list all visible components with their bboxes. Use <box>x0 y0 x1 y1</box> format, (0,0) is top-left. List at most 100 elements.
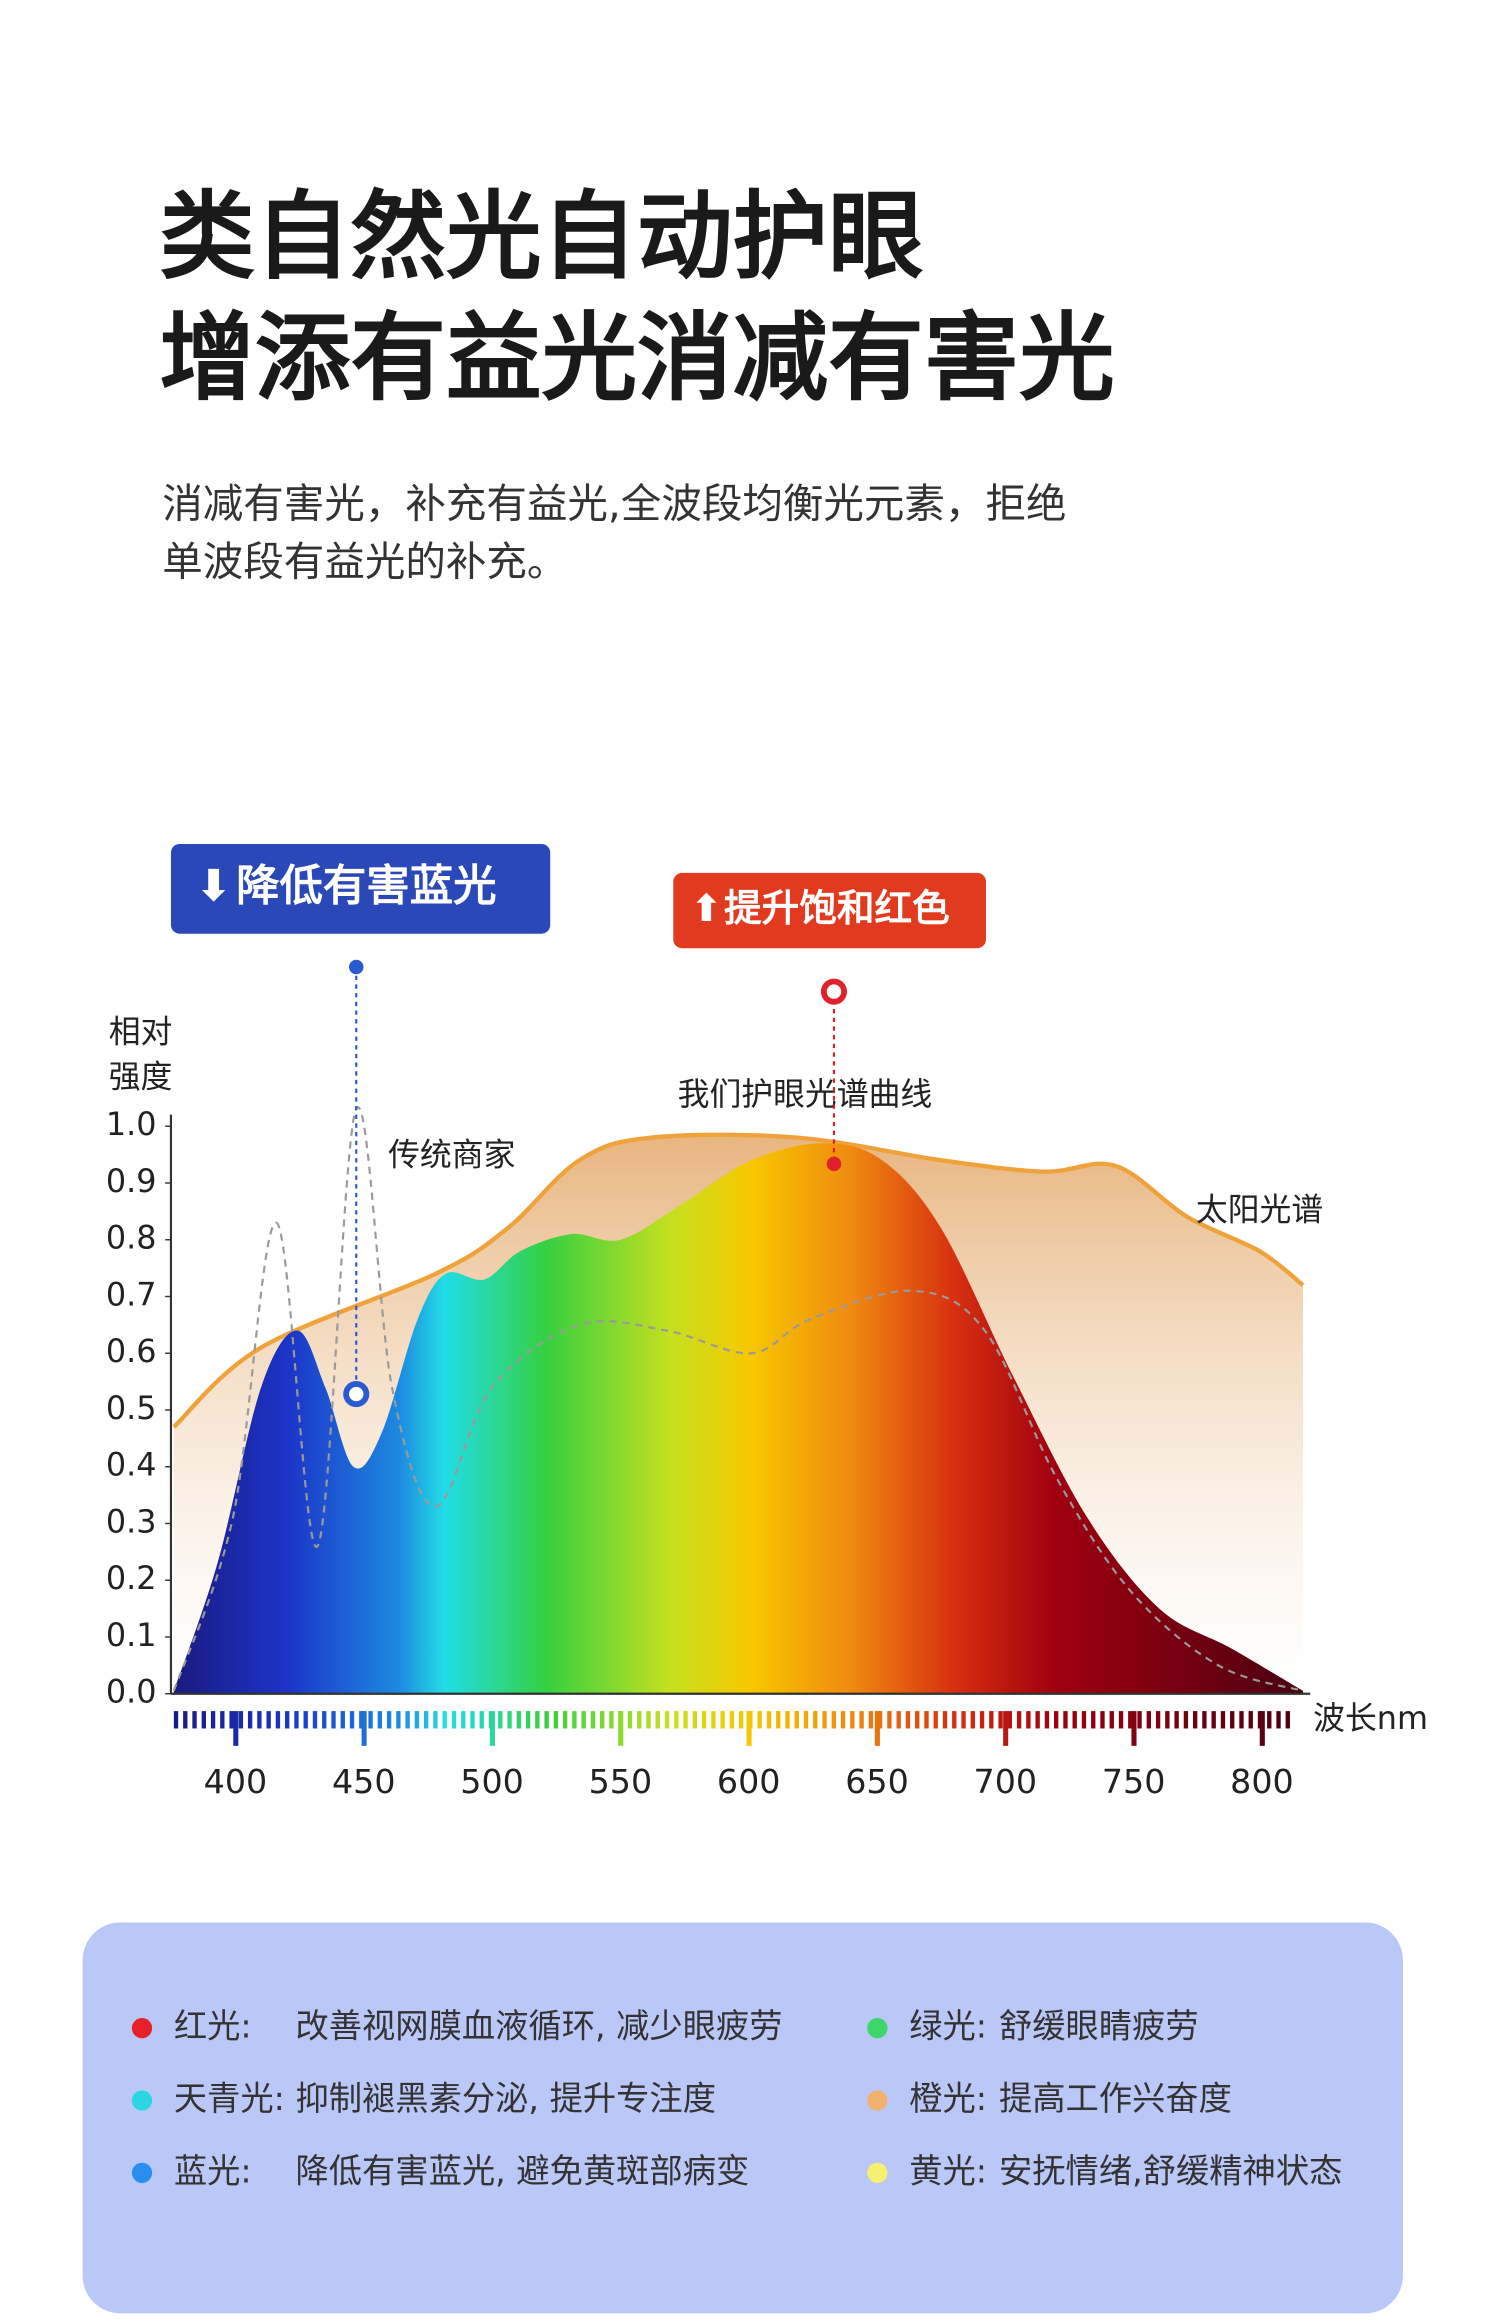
color-bar-tick <box>1174 1711 1179 1729</box>
series-label: 我们护眼光谱曲线 <box>678 1075 933 1113</box>
color-bar-tick <box>553 1711 559 1729</box>
legend-label: 天青光: <box>174 2079 285 2118</box>
y-axis-label: 相对 <box>109 1013 173 1051</box>
y-tick-label: 1.0 <box>106 1105 157 1143</box>
x-tick-label: 500 <box>460 1762 524 1801</box>
badge <box>170 843 551 934</box>
x-tick <box>489 1711 495 1746</box>
color-bar-tick <box>655 1711 660 1729</box>
x-tick <box>1131 1711 1137 1746</box>
badge-text: 降低有害蓝光 <box>236 861 496 911</box>
color-bar-tick <box>1109 1711 1114 1729</box>
color-bar-tick <box>377 1711 383 1729</box>
color-bar-tick <box>785 1711 790 1729</box>
color-bar-tick <box>266 1711 271 1729</box>
x-tick <box>746 1711 752 1746</box>
color-bar-tick <box>674 1711 679 1729</box>
color-bar-tick <box>414 1711 420 1729</box>
color-bar-tick <box>572 1711 577 1729</box>
color-bar-tick <box>924 1711 929 1729</box>
x-tick-label: 650 <box>845 1762 909 1801</box>
color-bar-tick <box>479 1711 484 1729</box>
color-bar-tick <box>442 1711 447 1729</box>
color-bar-tick <box>664 1711 670 1729</box>
color-bar-tick <box>711 1711 716 1729</box>
color-bar-tick <box>942 1711 948 1729</box>
legend-label: 绿光: <box>909 2007 987 2046</box>
color-bar-tick <box>877 1711 883 1729</box>
pointer-ring <box>343 1381 370 1408</box>
traditional-line <box>172 1106 1304 1692</box>
color-bar-tick <box>461 1711 466 1729</box>
color-bar-tick <box>896 1711 901 1729</box>
color-bar-tick <box>285 1711 290 1729</box>
color-bar-tick <box>701 1711 707 1729</box>
y-tick-label: 0.6 <box>106 1332 157 1370</box>
legend-label: 黄光: <box>909 2151 987 2190</box>
color-bar-tick <box>989 1711 994 1729</box>
color-bar-tick <box>794 1711 799 1729</box>
color-bar-tick <box>813 1711 818 1729</box>
y-tick-label: 0.2 <box>106 1559 157 1597</box>
y-tick-label: 0.8 <box>106 1219 157 1257</box>
color-bar-tick <box>850 1711 855 1729</box>
color-bar-tick <box>525 1711 531 1729</box>
color-bar-tick <box>831 1711 836 1729</box>
color-bar-tick <box>1007 1711 1013 1729</box>
color-bar-tick <box>979 1711 985 1729</box>
color-bar-tick <box>581 1711 586 1729</box>
color-bar-tick <box>173 1711 179 1729</box>
color-bar-tick <box>1054 1711 1059 1729</box>
color-bar-tick <box>257 1711 262 1729</box>
color-bar-tick <box>952 1711 957 1729</box>
color-bar-tick <box>1285 1711 1290 1729</box>
color-bar-tick <box>683 1711 688 1729</box>
color-bar-tick <box>600 1711 605 1729</box>
color-bar-tick <box>1192 1711 1198 1729</box>
color-bar-tick <box>312 1711 318 1729</box>
legend-label: 橙光: <box>909 2079 987 2118</box>
color-bar-tick <box>915 1711 920 1729</box>
color-bar-tick <box>1239 1711 1244 1729</box>
legend-dot <box>131 2162 153 2184</box>
color-bar-tick <box>803 1711 809 1729</box>
x-tick <box>1003 1711 1009 1746</box>
legend-label: 蓝光: <box>174 2151 252 2190</box>
color-bar-tick <box>859 1711 864 1729</box>
legend-text: 抑制褪黑素分泌, 提升专注度 <box>295 2079 716 2118</box>
color-bar-tick <box>887 1711 892 1729</box>
color-bar-tick <box>1118 1711 1124 1729</box>
y-axis-label: 强度 <box>109 1057 173 1095</box>
x-tick <box>874 1711 880 1746</box>
color-bar-tick <box>1044 1711 1050 1729</box>
legend-dot <box>131 2017 153 2039</box>
color-bar-tick <box>1026 1711 1031 1729</box>
color-bar-tick <box>1100 1711 1105 1729</box>
color-bar-tick <box>822 1711 827 1729</box>
legend-text: 降低有害蓝光, 避免黄斑部病变 <box>295 2151 749 2190</box>
y-tick-label: 0.4 <box>106 1446 157 1484</box>
color-bar-tick <box>729 1711 735 1729</box>
color-bar-tick <box>535 1711 540 1729</box>
y-tick-label: 0.3 <box>106 1502 157 1540</box>
x-tick-label: 550 <box>589 1762 653 1801</box>
badge-arrow: ⬇ <box>196 861 232 911</box>
badge-text: 提升饱和红色 <box>724 886 950 930</box>
legend-dot <box>867 2017 888 2039</box>
x-tick-label: 750 <box>1102 1762 1166 1801</box>
color-bar-tick <box>692 1711 698 1729</box>
color-bar-tick <box>720 1711 725 1729</box>
x-tick <box>1259 1711 1265 1746</box>
y-tick-label: 0.7 <box>106 1275 157 1313</box>
subtitle: 消减有害光，补充有益光,全波段均衡光元素，拒绝 <box>162 480 1066 528</box>
color-bar-tick <box>229 1711 234 1729</box>
color-bar-tick <box>322 1711 327 1729</box>
color-bar-tick <box>349 1711 355 1729</box>
x-tick-label: 450 <box>332 1762 396 1801</box>
color-bar-tick <box>998 1711 1003 1729</box>
x-tick-label: 600 <box>717 1762 781 1801</box>
color-bar-tick <box>210 1711 216 1729</box>
color-bar-tick <box>368 1711 373 1729</box>
x-axis-label: 波长nm <box>1313 1699 1428 1737</box>
